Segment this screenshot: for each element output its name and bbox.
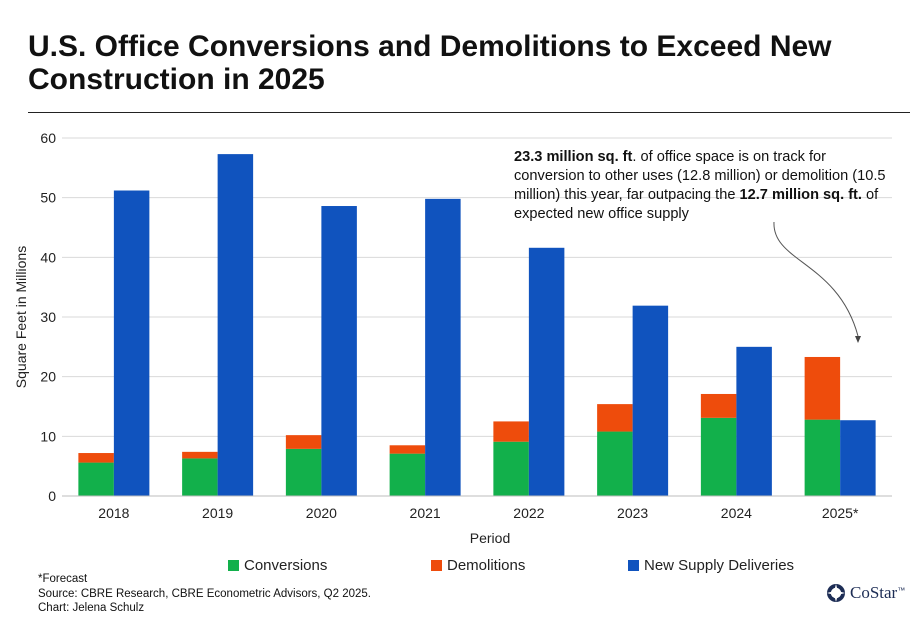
costar-logo: CoStar ™ [826, 583, 905, 603]
x-axis-ticks: 2018 2019 2020 2021 2022 2023 2024 2025* [98, 505, 859, 521]
y-axis-label: Square Feet in Millions [13, 246, 29, 388]
x-tick-label: 2019 [202, 505, 233, 521]
annotation-text-2: of expected new office supply [514, 187, 879, 222]
bar-new-supply-2023 [632, 305, 669, 496]
bar-new-supply-2022 [528, 247, 565, 496]
costar-logo-tm: ™ [897, 585, 906, 595]
bar-demolitions-2018 [78, 453, 114, 463]
y-tick-label: 10 [40, 428, 56, 444]
legend-item-new-supply: New Supply Deliveries [628, 557, 794, 574]
bar-demolitions-2024 [700, 393, 737, 418]
annotation-text-1: . of office space is on track for conver… [514, 149, 886, 203]
bar-conversions-2021 [389, 453, 426, 496]
bar-demolitions-2020 [285, 435, 322, 449]
y-tick-label: 0 [48, 488, 56, 504]
costar-logo-icon [827, 584, 845, 602]
bar-new-supply-2019 [217, 154, 254, 497]
footnote-credit: Chart: Jelena Schulz [38, 602, 145, 614]
costar-logo-text: CoStar [850, 583, 898, 602]
x-tick-label: 2020 [306, 505, 337, 521]
bar-demolitions-2021 [389, 445, 426, 454]
y-tick-label: 60 [40, 130, 56, 146]
bar-conversions-2023 [597, 431, 633, 496]
bar-conversions-2024 [700, 417, 737, 496]
x-tick-label: 2023 [617, 505, 648, 521]
bar-new-supply-2018 [113, 190, 150, 497]
bar-demolitions-2022 [493, 421, 529, 442]
y-tick-label: 30 [40, 309, 56, 325]
x-tick-label: 2021 [410, 505, 441, 521]
gridlines [62, 137, 892, 437]
footnote-source: Source: CBRE Research, CBRE Econometric … [38, 587, 372, 600]
legend-item-demolitions: Demolitions [431, 557, 525, 574]
legend: Conversions Demolitions New Supply Deliv… [0, 557, 923, 577]
bar-conversions-2025 [804, 419, 841, 496]
legend-item-conversions: Conversions [228, 557, 327, 574]
bar-new-supply-2020 [321, 206, 357, 496]
bar-conversions-2020 [285, 448, 322, 496]
legend-swatch-conversions [228, 560, 239, 571]
y-tick-label: 40 [40, 249, 56, 265]
x-tick-label: 2022 [513, 505, 544, 521]
footnotes: *Forecast Source: CBRE Research, CBRE Ec… [38, 572, 371, 616]
y-axis-ticks: 0 10 20 30 40 50 60 [40, 130, 56, 504]
legend-swatch-new-supply [628, 560, 639, 571]
bars [78, 154, 876, 497]
y-tick-label: 20 [40, 369, 56, 385]
annotation-arrow [773, 221, 859, 337]
title-divider [28, 112, 910, 113]
bar-new-supply-2021 [425, 198, 461, 497]
legend-label-conversions: Conversions [244, 557, 328, 574]
x-axis-label: Period [470, 530, 510, 546]
bar-demolitions-2023 [597, 404, 633, 432]
footnote-forecast: *Forecast [38, 573, 88, 585]
annotation-bold-1: 23.3 million sq. ft [514, 149, 633, 165]
annotation-bold-2: 12.7 million sq. ft. [739, 187, 862, 203]
x-tick-label: 2024 [721, 505, 752, 521]
bar-conversions-2018 [78, 462, 114, 496]
bar-demolitions-2025 [804, 356, 841, 420]
bar-conversions-2022 [493, 441, 529, 496]
x-tick-label: 2018 [98, 505, 129, 521]
legend-label-new-supply: New Supply Deliveries [644, 557, 795, 574]
bar-demolitions-2019 [182, 451, 218, 459]
x-tick-label: 2025* [822, 505, 859, 521]
chart-title: U.S. Office Conversions and Demolitions … [28, 30, 832, 96]
legend-label-demolitions: Demolitions [447, 557, 526, 574]
annotation-text: 23.3 million sq. ft. of office space is … [514, 148, 899, 224]
bar-new-supply-2025 [840, 420, 876, 496]
bar-new-supply-2024 [736, 346, 772, 496]
annotation-arrowhead [855, 336, 861, 343]
y-tick-label: 50 [40, 190, 56, 206]
bar-conversions-2019 [182, 458, 218, 496]
legend-swatch-demolitions [431, 560, 442, 571]
